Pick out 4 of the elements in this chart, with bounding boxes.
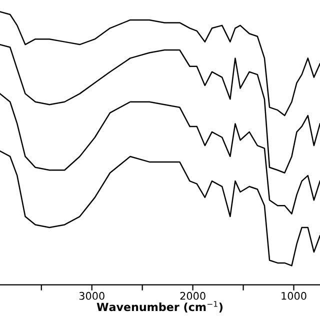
- x-tick-label: 1000: [282, 292, 306, 300]
- x-tick-label: 2000: [180, 292, 206, 300]
- x-axis-title: Wavenumber (cm$^{−1}$): [96, 301, 223, 312]
- x-tick-label: 3000: [79, 292, 104, 300]
